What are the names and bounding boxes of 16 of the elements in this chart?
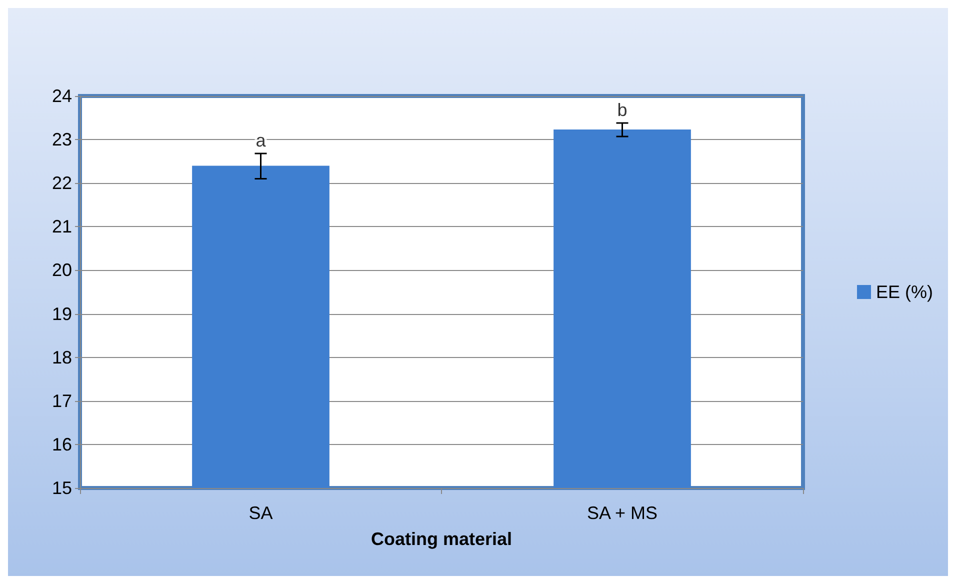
y-tick-label: 16 xyxy=(52,434,72,454)
annotation: a xyxy=(256,130,267,150)
y-tick-label: 24 xyxy=(52,86,72,106)
x-axis-title: Coating material xyxy=(370,529,512,549)
annotation: b xyxy=(617,100,628,120)
y-tick-label: 15 xyxy=(52,478,72,498)
legend-label: EE (%) xyxy=(876,282,934,302)
x-tick-label: SA xyxy=(248,503,273,523)
y-tick-label: 21 xyxy=(52,216,72,237)
y-tick-label: 19 xyxy=(52,304,72,324)
y-tick-label: 18 xyxy=(52,347,72,368)
x-tick-label: SA + MS xyxy=(586,503,658,523)
y-tick-label: 22 xyxy=(52,173,72,194)
y-tick-label: 23 xyxy=(52,130,72,150)
y-tick-label: 20 xyxy=(52,260,72,280)
y-tick-label: 17 xyxy=(52,390,72,411)
